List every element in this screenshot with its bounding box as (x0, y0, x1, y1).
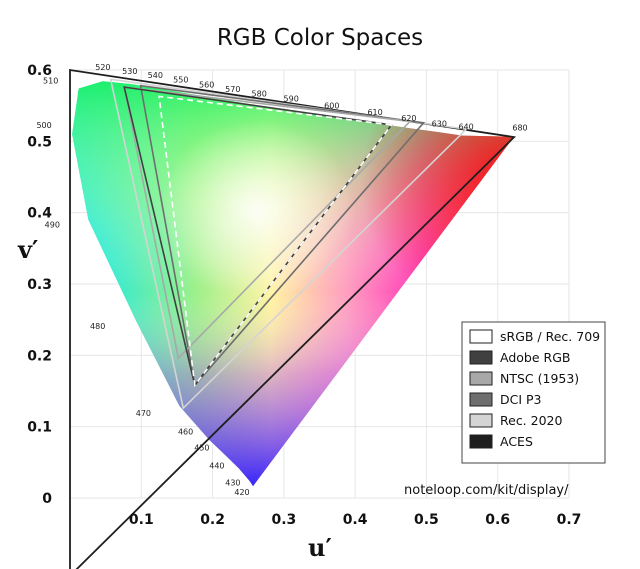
legend-label: Rec. 2020 (500, 413, 562, 428)
x-tick-label: 0.1 (129, 512, 154, 528)
y-tick-label: 0.2 (27, 348, 52, 364)
x-tick-label: 0.6 (485, 512, 510, 528)
legend-swatch (469, 413, 493, 428)
wavelength-label: 530 (122, 67, 137, 76)
legend-label: ACES (500, 434, 533, 449)
y-tick-label: 0.3 (27, 277, 52, 293)
wavelength-label: 470 (136, 409, 151, 418)
wavelength-label: 620 (401, 114, 416, 123)
wavelength-label: 440 (209, 462, 224, 471)
wavelength-label: 610 (367, 108, 382, 117)
y-tick-label: 0.5 (27, 134, 52, 150)
x-tick-label: 0.4 (343, 512, 368, 528)
source-text: noteloop.com/kit/display/ (404, 483, 569, 498)
legend-swatch (469, 329, 493, 344)
wavelength-label: 490 (45, 221, 60, 230)
series-group (69, 68, 517, 569)
wavelength-label: 600 (324, 102, 339, 111)
y-axis-label: v′ (17, 235, 38, 264)
series-aces (69, 68, 517, 569)
wavelength-label: 480 (90, 322, 105, 331)
wavelength-label: 520 (95, 63, 110, 72)
legend-label: Adobe RGB (500, 350, 570, 365)
legend: sRGB / Rec. 709 Adobe RGB NTSC (1953) DCI P… (461, 321, 606, 464)
legend-swatch (469, 371, 493, 386)
y-tick-label: 0.6 (27, 63, 52, 79)
wavelength-label: 420 (234, 488, 249, 497)
chart-title: RGB Color Spaces (217, 25, 423, 51)
wavelength-label: 430 (225, 478, 240, 487)
wavelength-label: 450 (194, 444, 209, 453)
wavelength-label: 560 (199, 81, 214, 90)
x-tick-label: 0.5 (414, 512, 439, 528)
y-tick-label: 0 (42, 491, 52, 507)
wavelength-label: 460 (178, 427, 193, 436)
legend-swatch (469, 392, 493, 407)
wavelength-label: 570 (225, 85, 240, 94)
wavelength-label: 580 (252, 90, 267, 99)
wavelength-label: 630 (432, 119, 447, 128)
series-adobe-rgb (123, 86, 393, 388)
series-ntsc-1953 (123, 86, 412, 360)
legend-label: sRGB / Rec. 709 (500, 329, 600, 344)
x-tick-label: 0.2 (200, 512, 225, 528)
wavelength-label: 540 (148, 71, 163, 80)
legend-swatch (469, 350, 493, 365)
legend-label: NTSC (1953) (500, 371, 579, 386)
y-tick-label: 0.1 (27, 420, 52, 436)
tick-labels: 0.1 0.2 0.3 0.4 0.5 0.6 0.7 0 0.1 0.2 0.3 0.4 0.5 0.6 (27, 63, 581, 528)
series-rec-2020 (109, 78, 469, 410)
legend-swatch (469, 434, 493, 449)
x-tick-label: 0.3 (271, 512, 296, 528)
y-tick-label: 0.4 (27, 206, 52, 222)
wavelength-label: 640 (458, 123, 473, 132)
x-tick-label: 0.7 (557, 512, 582, 528)
wavelength-label: 680 (512, 124, 527, 133)
wavelength-label: 590 (284, 95, 299, 104)
legend-label: DCI P3 (500, 392, 542, 407)
wavelength-label: 510 (43, 77, 58, 86)
wavelength-label: 500 (36, 121, 51, 130)
wavelength-label: 550 (173, 75, 188, 84)
series-dci-p3 (139, 84, 426, 388)
x-axis-label: u′ (308, 533, 332, 562)
